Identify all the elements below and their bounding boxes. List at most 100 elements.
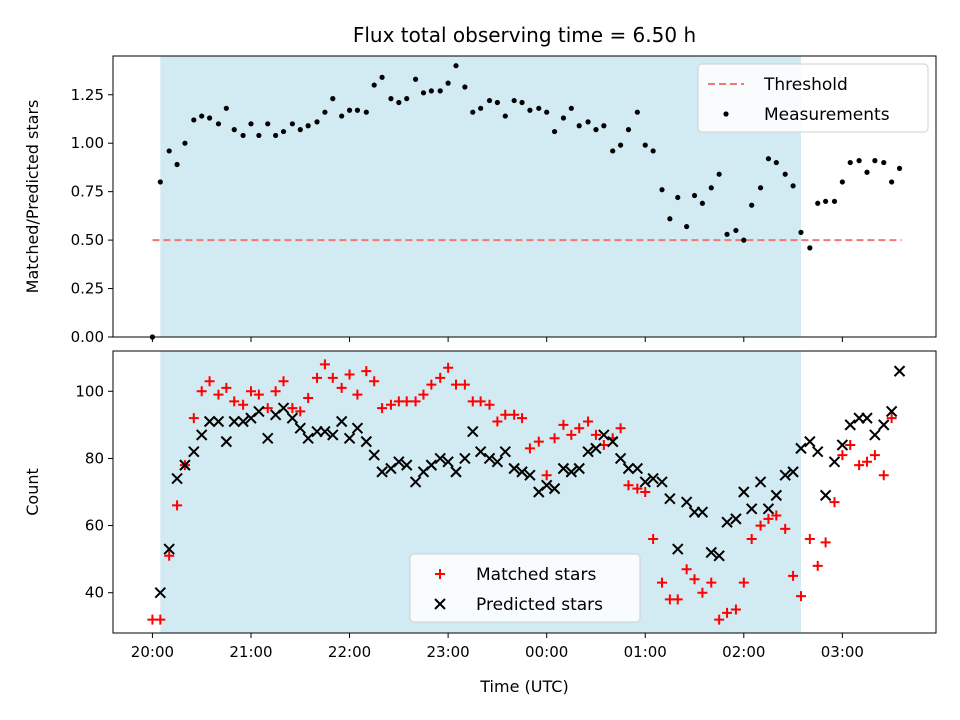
data-point [582, 446, 594, 458]
axes-frame [112, 55, 937, 338]
data-point [491, 456, 504, 468]
data-point [172, 500, 183, 511]
data-point [237, 415, 249, 428]
data-point [869, 429, 881, 441]
data-point [425, 459, 438, 471]
data-point [738, 486, 750, 498]
data-point [558, 419, 569, 430]
data-point [343, 432, 356, 444]
data-point [475, 396, 486, 407]
data-point [721, 516, 733, 528]
data-point [565, 466, 578, 478]
data-point [228, 415, 240, 428]
data-point [401, 396, 412, 407]
data-point [540, 479, 553, 491]
data-point [420, 90, 427, 96]
data-point [790, 183, 796, 189]
data-point [854, 460, 865, 471]
data-point [845, 440, 856, 450]
data-point [780, 523, 791, 534]
data-point [319, 359, 330, 370]
x-tick-label: 01:00 [624, 643, 667, 661]
data-point [191, 117, 197, 123]
data-point [856, 158, 862, 164]
data-point [632, 483, 643, 494]
data-point [593, 127, 599, 133]
data-point [354, 107, 361, 113]
data-point [631, 462, 644, 475]
axes-frame [112, 350, 937, 634]
data-point [215, 121, 222, 127]
data-point [294, 422, 306, 434]
data-point [738, 577, 749, 588]
data-point [680, 496, 693, 508]
top-panel: 0.00 0.25 0.50 0.75 1.00 1.25 Matched/Predicte… [23, 23, 937, 346]
data-point [453, 63, 459, 69]
data-point [330, 96, 336, 102]
data-point [590, 429, 601, 440]
y-tick-label: 80 [85, 449, 104, 467]
data-point [549, 433, 560, 444]
data-point [548, 482, 561, 495]
data-point [831, 198, 838, 204]
data-point [231, 127, 237, 133]
data-point [287, 403, 298, 414]
data-point [642, 142, 648, 148]
data-point [508, 462, 520, 475]
data-point [566, 429, 577, 440]
legend-matched-swatch [435, 569, 445, 579]
data-point [223, 105, 229, 111]
y-tick-label: 0.75 [71, 183, 104, 201]
data-point [164, 550, 175, 561]
data-point [746, 534, 757, 544]
data-point [418, 389, 429, 400]
data-point [253, 389, 264, 400]
data-point [681, 564, 692, 575]
data-point [484, 399, 495, 410]
x-tick-label: 20:00 [131, 643, 174, 661]
data-point [213, 389, 224, 400]
data-point [327, 429, 339, 441]
data-point [765, 156, 772, 162]
data-point [672, 594, 683, 605]
data-point [804, 534, 815, 544]
data-point [502, 113, 508, 119]
data-point [696, 506, 709, 518]
data-point [757, 185, 764, 191]
data-point [779, 469, 791, 481]
data-point [404, 96, 410, 102]
data-point [188, 446, 200, 458]
data-point [625, 127, 632, 133]
legend-measurements-label: Measurements [764, 105, 890, 125]
data-point [154, 587, 167, 599]
data-point [691, 192, 698, 199]
data-point [363, 109, 369, 115]
y-tick-label: 100 [75, 382, 104, 400]
data-point [585, 119, 591, 125]
data-point [881, 159, 887, 166]
x-tick-label: 22:00 [328, 643, 371, 661]
x-axis-label: Time (UTC) [479, 677, 568, 696]
data-point [689, 574, 700, 585]
data-point [434, 452, 446, 465]
data-point [885, 405, 898, 418]
y-axis-label: Matched/Predicted stars [23, 100, 42, 294]
data-point [893, 365, 906, 377]
data-point [220, 435, 233, 448]
data-point [171, 472, 183, 485]
y-tick-label: 60 [85, 517, 104, 535]
data-point [483, 452, 496, 465]
data-point [265, 121, 271, 127]
data-point [716, 171, 722, 177]
data-point [376, 466, 388, 478]
data-point [536, 105, 542, 111]
data-point [238, 399, 249, 410]
data-point [886, 413, 897, 424]
data-point [598, 429, 610, 441]
data-point [839, 179, 845, 185]
data-point [229, 396, 240, 407]
data-point [615, 423, 626, 434]
data-point [560, 115, 567, 121]
data-point [212, 415, 225, 428]
